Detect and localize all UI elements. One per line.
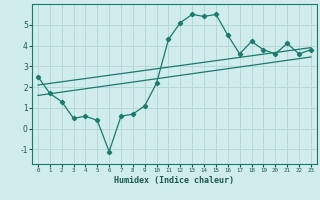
X-axis label: Humidex (Indice chaleur): Humidex (Indice chaleur) <box>115 176 234 185</box>
